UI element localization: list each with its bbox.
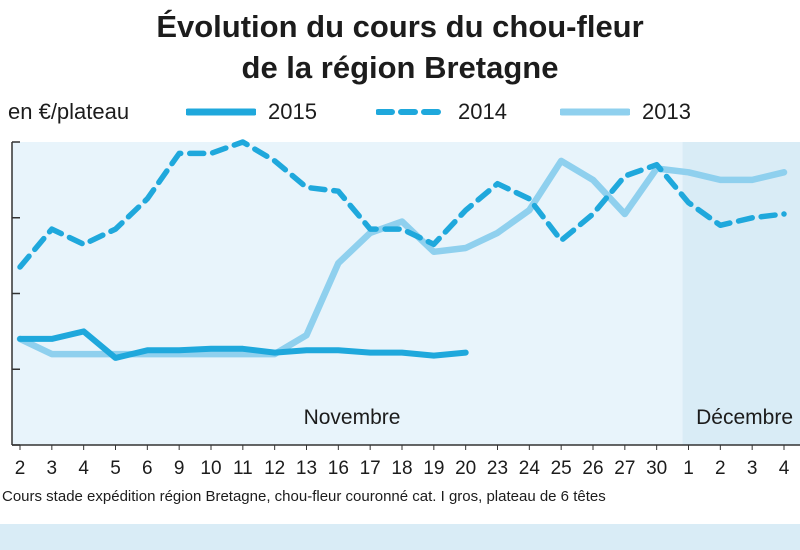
footer-band bbox=[0, 524, 800, 550]
legend-swatch-2013 bbox=[560, 108, 630, 116]
chart-title-line-1: Évolution du cours du chou-fleur bbox=[156, 9, 644, 44]
x-tick-label: 19 bbox=[423, 458, 444, 479]
legend-swatch-2014 bbox=[376, 109, 446, 115]
x-tick-label: 4 bbox=[779, 458, 790, 479]
chart-title-line-2: de la région Bretagne bbox=[241, 50, 559, 85]
x-tick-label: 24 bbox=[519, 458, 541, 479]
legend-label-2014: 2014 bbox=[458, 99, 507, 124]
legend-item-2014: 2014 bbox=[376, 99, 507, 125]
plot-background bbox=[12, 142, 800, 445]
x-tick-label: 23 bbox=[487, 458, 508, 479]
x-tick-label: 13 bbox=[296, 458, 317, 479]
x-tick-label: 5 bbox=[110, 458, 121, 479]
y-axis-unit-label: en €/plateau bbox=[8, 99, 130, 124]
x-tick-label: 20 bbox=[455, 458, 476, 479]
legend-label-2013: 2013 bbox=[642, 99, 691, 124]
x-tick-label: 1 bbox=[683, 458, 694, 479]
x-tick-label: 2 bbox=[715, 458, 726, 479]
x-tick-label: 9 bbox=[174, 458, 185, 479]
month-label-decembre: Décembre bbox=[696, 406, 793, 429]
x-tick-label: 27 bbox=[614, 458, 635, 479]
x-tick-label: 12 bbox=[264, 458, 285, 479]
x-tick-label: 30 bbox=[646, 458, 667, 479]
series-line-2015 bbox=[17, 328, 469, 361]
line-chart: 2 3 4 5 6 9 10 11 12 13 16 17 18 19 20 23 24 25 26 27 30 1 2 3 4… bbox=[11, 139, 800, 479]
x-tick-label: 3 bbox=[747, 458, 758, 479]
x-tick-label: 4 bbox=[78, 458, 89, 479]
legend-label-2015: 2015 bbox=[268, 99, 317, 124]
december-shade bbox=[682, 142, 800, 445]
month-label-novembre: Novembre bbox=[304, 406, 401, 429]
legend-swatch-2015 bbox=[186, 108, 256, 116]
x-tick-label: 26 bbox=[582, 458, 603, 479]
chart-title: Évolution du cours du chou-fleur de la r… bbox=[0, 6, 800, 88]
legend-item-2013: 2013 bbox=[560, 99, 691, 125]
x-tick-label: 3 bbox=[47, 458, 58, 479]
x-tick-label: 2 bbox=[15, 458, 26, 479]
x-tick-label: 6 bbox=[142, 458, 153, 479]
x-tick-label: 11 bbox=[233, 458, 253, 479]
series-line-2014 bbox=[17, 139, 787, 270]
x-tick-label: 16 bbox=[328, 458, 349, 479]
x-tick-label: 10 bbox=[200, 458, 221, 479]
legend-item-2015: 2015 bbox=[186, 99, 317, 125]
x-tick-label: 18 bbox=[391, 458, 412, 479]
source-note: Cours stade expédition région Bretagne, … bbox=[2, 488, 606, 505]
x-tick-label: 17 bbox=[360, 458, 381, 479]
x-tick-label: 25 bbox=[551, 458, 572, 479]
